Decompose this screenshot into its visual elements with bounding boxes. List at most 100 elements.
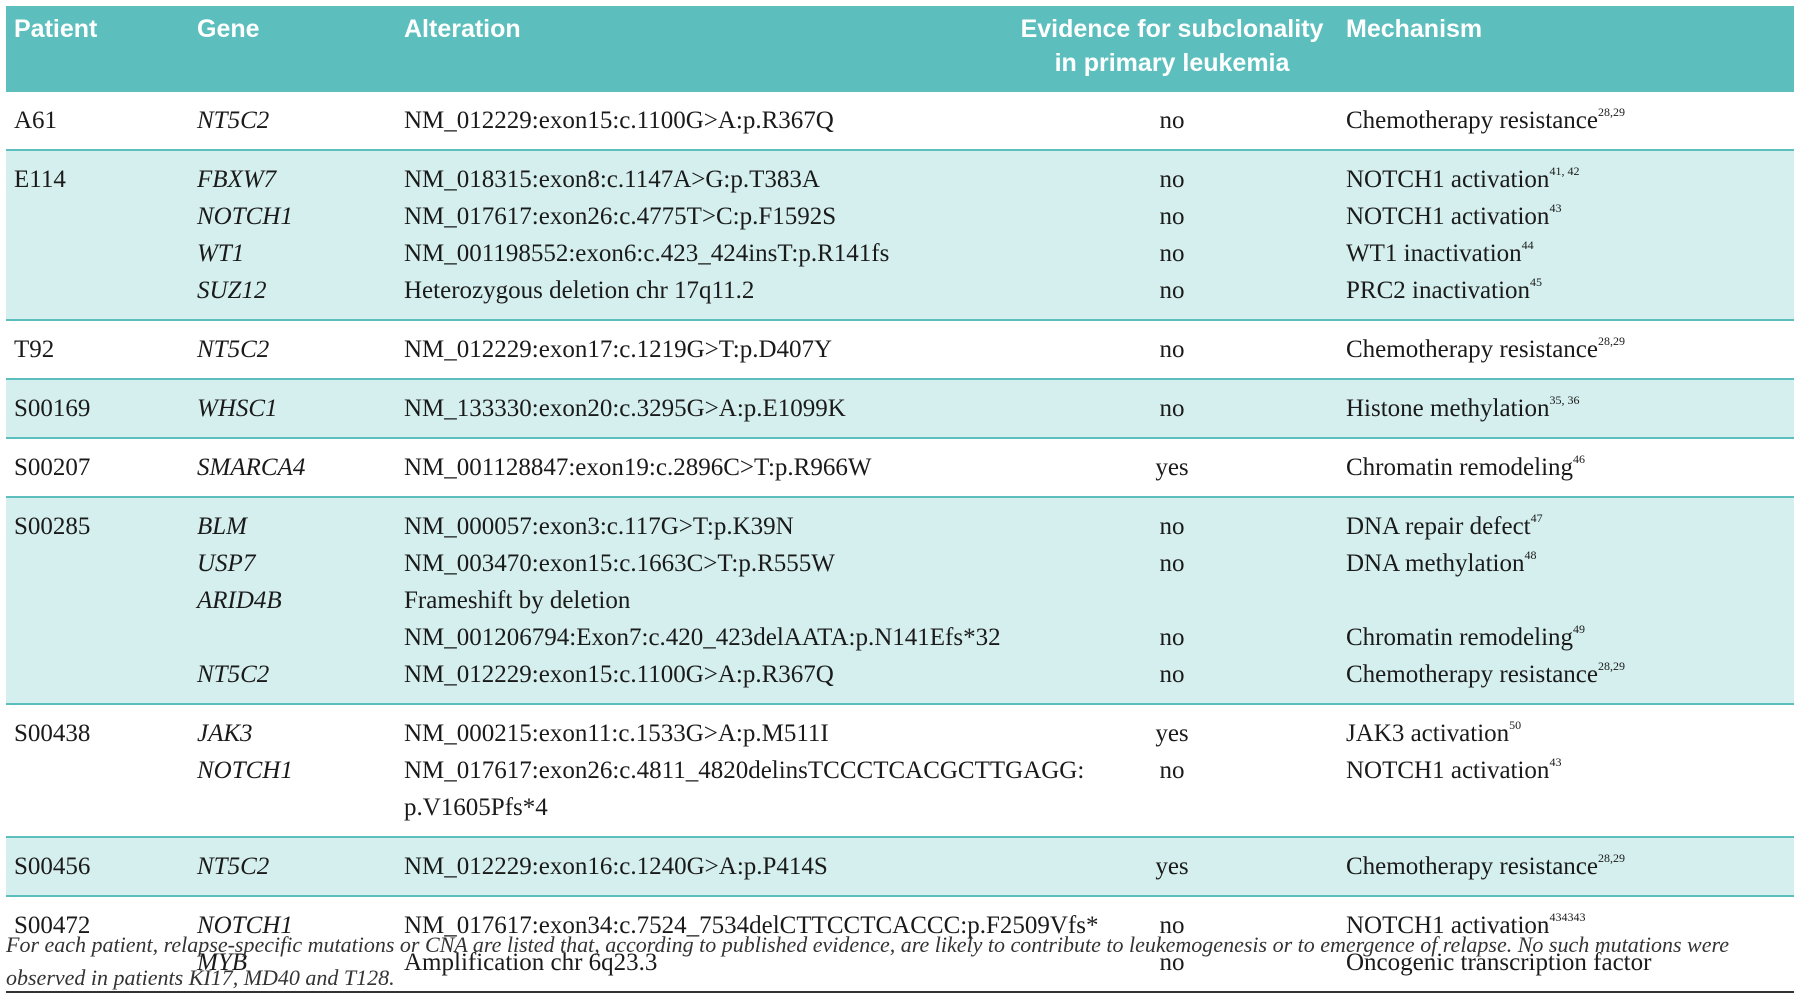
- mechanism: Chromatin remodeling: [1346, 454, 1574, 481]
- gene: MYB: [197, 949, 247, 976]
- reference: 434343: [1549, 910, 1586, 924]
- reference: 49: [1573, 622, 1586, 636]
- gene-cell: WT1: [189, 235, 396, 272]
- gene-cell: WHSC1: [189, 379, 396, 438]
- row: A61 NT5C2 NM_012229:exon15:c.1100G>A:p.R36…: [6, 92, 1794, 150]
- evidence: yes: [1155, 853, 1189, 880]
- evidence-cell: no: [1006, 150, 1338, 198]
- row: S00169 WHSC1 NM_133330:exon20:c.3295G>A:p.…: [6, 379, 1794, 438]
- row: USP7 NM_003470:exon15:c.1663C>T:p.R555W no…: [6, 545, 1794, 582]
- reference: 48: [1524, 548, 1537, 562]
- patient: S00438: [14, 720, 91, 747]
- patient-cell: A61: [6, 92, 189, 150]
- header-text: Gene: [197, 15, 260, 43]
- row: ARID4B Frameshift by deletion: [6, 582, 1794, 619]
- patient-cell: S00438: [6, 704, 189, 752]
- mechanism-cell: Histone methylation35, 36: [1338, 379, 1794, 438]
- patient-group: S00438 JAK3 NM_000215:exon11:c.1533G>A:p.M…: [6, 704, 1794, 837]
- row: SUZ12 Heterozygous deletion chr 17q11.2 no…: [6, 272, 1794, 320]
- reference: 46: [1573, 452, 1586, 466]
- gene: BLM: [197, 513, 247, 540]
- alteration: Amplification chr 6q23.3: [404, 949, 658, 976]
- mechanism-cell: Chemotherapy resistance28,29: [1338, 656, 1794, 704]
- gene-cell: NT5C2: [189, 656, 396, 704]
- mechanism: DNA repair defect: [1346, 513, 1531, 540]
- evidence-cell: no: [1006, 272, 1338, 320]
- alteration-cell: NM_012229:exon15:c.1100G>A:p.R367Q: [396, 656, 1006, 704]
- reference: 35, 36: [1549, 393, 1580, 407]
- reference: 28,29: [1598, 334, 1625, 348]
- alteration-cell: NM_001198552:exon6:c.423_424insT:p.R141f…: [396, 235, 1006, 272]
- alteration: NM_012229:exon15:c.1100G>A:p.R367Q: [404, 661, 834, 688]
- evidence: no: [1159, 949, 1185, 976]
- alteration-cell: NM_017617:exon26:c.4775T>C:p.F1592S: [396, 198, 1006, 235]
- evidence: no: [1159, 166, 1185, 193]
- gene-cell: SMARCA4: [189, 438, 396, 497]
- mechanism-cell: NOTCH1 activation434343: [1338, 896, 1794, 944]
- mechanism-cell: NOTCH1 activation41, 42: [1338, 150, 1794, 198]
- alteration: NM_001206794:Exon7:c.420_423delAATA:p.N1…: [404, 624, 1001, 651]
- alteration-cell: NM_012229:exon16:c.1240G>A:p.P414S: [396, 837, 1006, 896]
- alteration: Frameshift by deletion: [404, 587, 631, 614]
- gene-cell: MYB: [189, 944, 396, 992]
- mechanism-cell: NOTCH1 activation43: [1338, 198, 1794, 235]
- alteration-cell: NM_003470:exon15:c.1663C>T:p.R555W: [396, 545, 1006, 582]
- reference: 28,29: [1598, 105, 1625, 119]
- mechanism: Histone methylation: [1346, 395, 1550, 422]
- row: NT5C2 NM_012229:exon15:c.1100G>A:p.R367Q n…: [6, 656, 1794, 704]
- evidence: no: [1159, 624, 1185, 651]
- gene-cell: NOTCH1: [189, 896, 396, 944]
- evidence-cell: yes: [1006, 704, 1338, 752]
- gene-cell: FBXW7: [189, 150, 396, 198]
- evidence: no: [1159, 107, 1185, 134]
- evidence-cell: no: [1006, 619, 1338, 656]
- reference: 41, 42: [1549, 164, 1580, 178]
- evidence: no: [1159, 661, 1185, 688]
- mechanism-cell: [1338, 582, 1794, 619]
- evidence: no: [1159, 203, 1185, 230]
- column-header: Patient: [6, 6, 189, 92]
- column-header: Alteration: [396, 6, 1006, 92]
- evidence: no: [1159, 912, 1185, 939]
- patient-group: T92 NT5C2 NM_012229:exon17:c.1219G>T:p.D40…: [6, 320, 1794, 379]
- alteration: NM_017617:exon26:c.4775T>C:p.F1592S: [404, 203, 837, 230]
- patient-cell: S00285: [6, 497, 189, 545]
- evidence-cell: no: [1006, 896, 1338, 944]
- alteration: NM_012229:exon16:c.1240G>A:p.P414S: [404, 853, 828, 880]
- evidence: yes: [1155, 720, 1189, 747]
- gene-cell: NOTCH1: [189, 752, 396, 837]
- gene-cell: NT5C2: [189, 320, 396, 379]
- mechanism-cell: PRC2 inactivation45: [1338, 272, 1794, 320]
- patient-cell: [6, 198, 189, 235]
- alteration: NM_001128847:exon19:c.2896C>T:p.R966W: [404, 454, 872, 481]
- patient: T92: [14, 336, 55, 363]
- evidence-cell: no: [1006, 320, 1338, 379]
- patient-group: A61 NT5C2 NM_012229:exon15:c.1100G>A:p.R36…: [6, 92, 1794, 150]
- reference: 45: [1530, 275, 1543, 289]
- mechanism: PRC2 inactivation: [1346, 277, 1531, 304]
- gene: WT1: [197, 240, 245, 267]
- evidence-cell: no: [1006, 198, 1338, 235]
- patient-group: S00169 WHSC1 NM_133330:exon20:c.3295G>A:p.…: [6, 379, 1794, 438]
- row: T92 NT5C2 NM_012229:exon17:c.1219G>T:p.D40…: [6, 320, 1794, 379]
- gene: NOTCH1: [197, 203, 293, 230]
- patient: S00169: [14, 395, 91, 422]
- alteration-cell: NM_012229:exon17:c.1219G>T:p.D407Y: [396, 320, 1006, 379]
- mechanism-cell: NOTCH1 activation43: [1338, 752, 1794, 837]
- patient-cell: S00169: [6, 379, 189, 438]
- row: S00472 NOTCH1 NM_017617:exon34:c.7524_7534…: [6, 896, 1794, 944]
- mechanism-cell: Chemotherapy resistance28,29: [1338, 837, 1794, 896]
- evidence: no: [1159, 395, 1185, 422]
- mechanism: NOTCH1 activation: [1346, 912, 1550, 939]
- mechanism: Chromatin remodeling: [1346, 624, 1574, 651]
- patient: A61: [14, 107, 58, 134]
- evidence-cell: yes: [1006, 438, 1338, 497]
- header-text: Patient: [14, 15, 98, 43]
- patient-cell: E114: [6, 150, 189, 198]
- mechanism: Chemotherapy resistance: [1346, 107, 1598, 134]
- alteration: NM_018315:exon8:c.1147A>G:p.T383A: [404, 166, 820, 193]
- gene: NT5C2: [197, 661, 270, 688]
- patient: S00456: [14, 853, 91, 880]
- header-row: Patient Gene Alteration Evidence for subclo…: [6, 6, 1794, 92]
- gene: WHSC1: [197, 395, 278, 422]
